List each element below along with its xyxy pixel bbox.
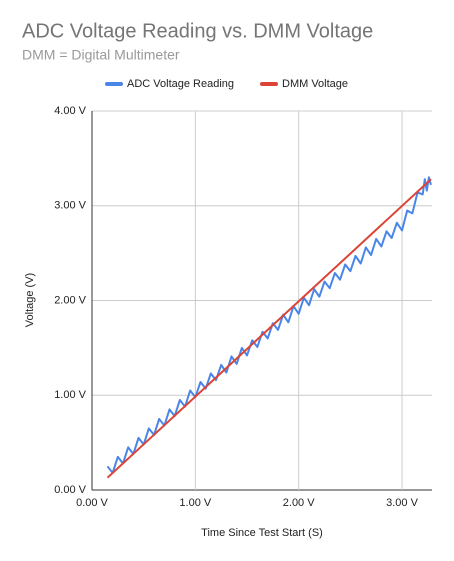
y-tick-label: 2.00 V bbox=[54, 294, 86, 306]
x-tick-label: 2.00 V bbox=[283, 497, 315, 509]
legend-label: ADC Voltage Reading bbox=[127, 78, 234, 90]
x-tick-label: 0.00 V bbox=[76, 497, 108, 509]
series-line bbox=[106, 176, 432, 474]
y-tick-label: 4.00 V bbox=[54, 105, 86, 117]
y-tick-label: 3.00 V bbox=[54, 200, 86, 212]
y-tick-label: 1.00 V bbox=[54, 389, 86, 401]
x-axis-title: Time Since Test Start (S) bbox=[201, 527, 323, 539]
y-tick-label: 0.00 V bbox=[54, 484, 86, 496]
legend-label: DMM Voltage bbox=[282, 78, 348, 90]
chart-title: ADC Voltage Reading vs. DMM Voltage bbox=[22, 20, 373, 42]
x-tick-label: 1.00 V bbox=[179, 497, 211, 509]
series-line bbox=[106, 178, 432, 479]
x-tick-label: 3.00 V bbox=[386, 497, 418, 509]
y-axis-title: Voltage (V) bbox=[24, 273, 36, 327]
chart-subtitle: DMM = Digital Multimeter bbox=[22, 47, 180, 63]
